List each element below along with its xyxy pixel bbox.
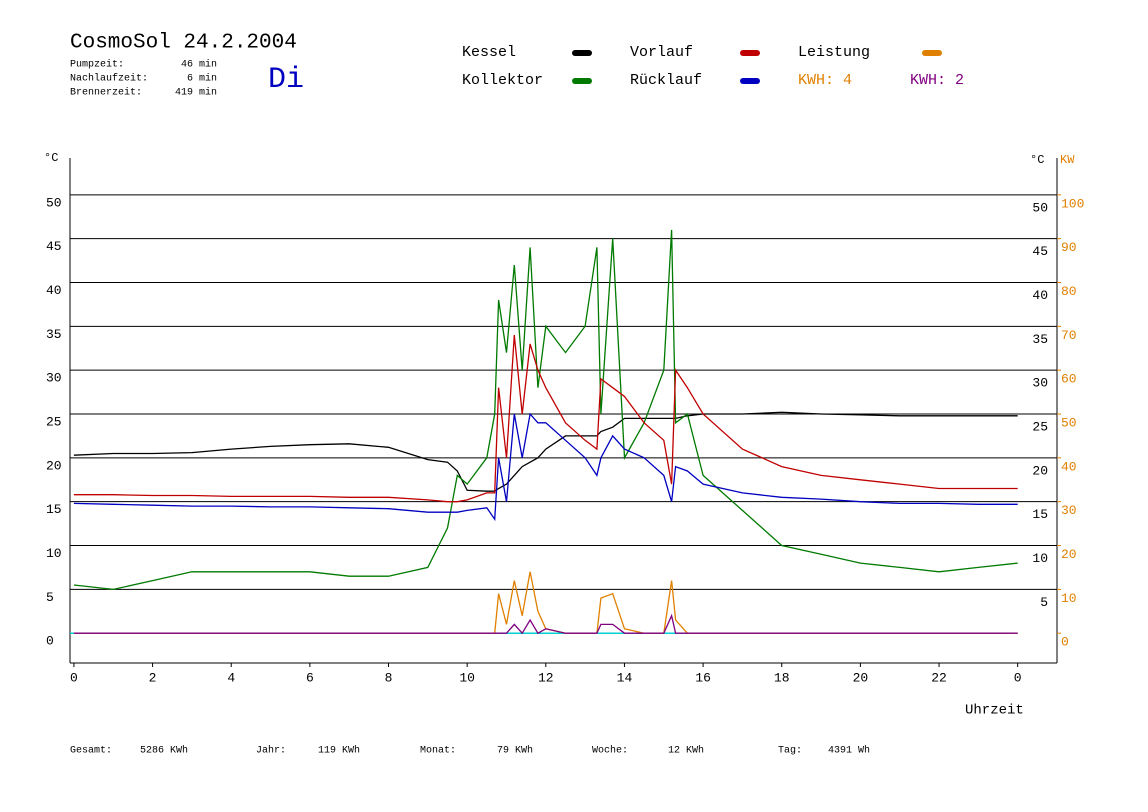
y-tick-label-right: 5 (1040, 595, 1048, 610)
footer-value: 4391 Wh (828, 745, 870, 757)
footer-label: Jahr: (256, 745, 286, 757)
footer-value: 119 KWh (318, 745, 360, 757)
y-axis-label-right: °C (1030, 153, 1044, 167)
series-line (73, 412, 1018, 522)
series-line (73, 571, 1018, 634)
y-axis-label: °C (44, 151, 58, 165)
legend-label: Kollektor (462, 72, 543, 89)
y-tick-label-right: 20 (1032, 463, 1048, 478)
series-line (73, 335, 1018, 503)
stat-value: 419 min (175, 87, 217, 99)
x-axis-label: Uhrzeit (965, 703, 1024, 719)
legend-label: KWH: 2 (910, 72, 964, 89)
y-tick-label-right: 10 (1032, 551, 1048, 566)
footer-label: Tag: (778, 746, 802, 757)
y2-tick-label: 100 (1061, 196, 1084, 211)
series-line (73, 411, 1018, 492)
y-tick-label: 15 (46, 502, 62, 517)
y-tick-label-right: 45 (1032, 244, 1048, 259)
stat-value: 6 min (187, 73, 217, 85)
x-tick-label: 20 (853, 670, 869, 685)
footer-label: Gesamt: (70, 746, 112, 757)
legend-label: Kessel (462, 44, 516, 61)
x-tick-label: 14 (617, 670, 633, 685)
stat-label: Pumpzeit: (70, 59, 124, 71)
y-tick-label-right: 25 (1032, 419, 1048, 434)
y2-tick-label: 40 (1061, 459, 1077, 474)
x-tick-label: 6 (306, 670, 314, 685)
y2-tick-label: 0 (1061, 635, 1069, 650)
y-tick-label: 20 (46, 458, 62, 473)
footer-label: Monat: (420, 746, 456, 757)
y2-tick-label: 20 (1061, 547, 1077, 562)
y-tick-label: 45 (46, 239, 62, 254)
legend-label: Leistung (798, 44, 870, 61)
legend-label: Rücklauf (630, 72, 702, 89)
stat-label: Nachlaufzeit: (70, 73, 148, 85)
y-tick-label-right: 30 (1032, 376, 1048, 391)
y2-tick-label: 60 (1061, 372, 1077, 387)
x-tick-label: 2 (149, 670, 157, 685)
footer-value: 79 KWh (497, 745, 533, 757)
y-tick-label: 25 (46, 414, 62, 429)
series-line (73, 613, 1018, 635)
y-tick-label-right: 40 (1032, 288, 1048, 303)
stat-value: 46 min (181, 59, 217, 71)
y-tick-label: 10 (46, 546, 62, 561)
x-tick-label: 4 (227, 670, 235, 685)
y2-tick-label: 10 (1061, 591, 1077, 606)
y2-tick-label: 50 (1061, 415, 1077, 430)
y2-tick-label: 30 (1061, 503, 1077, 518)
x-tick-label: 0 (1014, 670, 1022, 685)
x-tick-label: 8 (385, 670, 393, 685)
legend-label: Vorlauf (630, 44, 693, 61)
x-tick-label: 0 (70, 670, 78, 685)
footer-value: 5286 KWh (140, 745, 188, 757)
series-line (73, 229, 1018, 591)
y-tick-label: 35 (46, 327, 62, 342)
footer-value: 12 KWh (668, 745, 704, 757)
title: CosmoSol 24.2.2004 (70, 32, 297, 55)
x-tick-label: 12 (538, 670, 554, 685)
y2-tick-label: 70 (1061, 328, 1077, 343)
y2-tick-label: 90 (1061, 240, 1077, 255)
x-tick-label: 10 (459, 670, 475, 685)
x-tick-label: 18 (774, 670, 790, 685)
x-tick-label: 22 (931, 670, 947, 685)
annotation: KWH: 4 (798, 72, 852, 89)
y-tick-label-right: 50 (1032, 200, 1048, 215)
y2-axis-label: KW (1060, 153, 1075, 167)
footer-label: Woche: (592, 745, 628, 757)
x-tick-label: 16 (695, 670, 711, 685)
y-tick-label-right: 35 (1032, 332, 1048, 347)
y-tick-label-right: 15 (1032, 507, 1048, 522)
y-tick-label: 5 (46, 590, 54, 605)
y-tick-label: 50 (46, 195, 62, 210)
y2-tick-label: 80 (1061, 284, 1077, 299)
y-tick-label: 0 (46, 634, 54, 649)
y-tick-label: 30 (46, 371, 62, 386)
day: Di (268, 63, 304, 97)
stat-label: Brennerzeit: (70, 87, 142, 99)
y-tick-label: 40 (46, 283, 62, 298)
